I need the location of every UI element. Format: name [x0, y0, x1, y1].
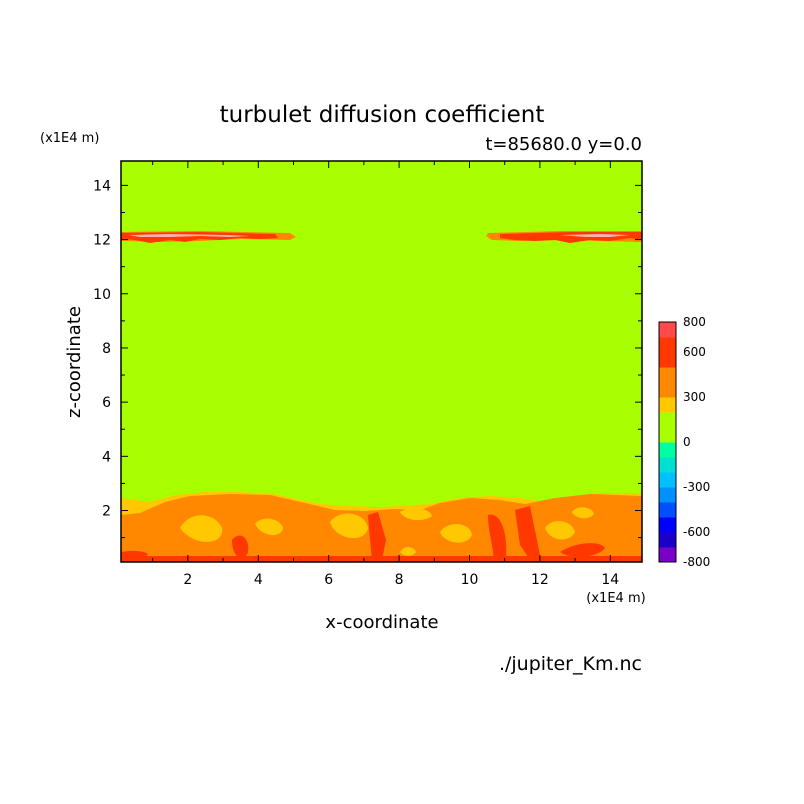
colorbar-swatch [659, 322, 676, 338]
contour-lower-yellow-patch [400, 508, 432, 521]
colorbar-tick-label: 600 [683, 345, 706, 359]
x-tick-label: 12 [531, 572, 549, 588]
contour-lower-yellow-patch [255, 518, 283, 536]
x-tick-label: 8 [395, 572, 404, 588]
colorbar-swatch [659, 532, 676, 548]
colorbar-tick-label: -600 [683, 525, 710, 539]
contour-lower-yellow-patch [180, 515, 223, 542]
contour-lower-red-streak [368, 512, 386, 560]
colorbar-tick-label: 0 [683, 435, 691, 449]
colorbar-swatch [659, 517, 676, 533]
colorbar-swatch [659, 352, 676, 368]
colorbar-swatch [659, 427, 676, 443]
contour-lower-yellow-patch [400, 547, 416, 556]
contour-lower-red-streak [232, 535, 249, 558]
y-tick-label: 14 [93, 178, 111, 194]
x-tick-label: 14 [601, 572, 619, 588]
y-tick-label: 2 [102, 504, 111, 520]
y-tick-label: 6 [102, 395, 111, 411]
source-file-label: ./jupiter_Km.nc [499, 653, 642, 675]
contour-upper-left-pink [128, 234, 250, 237]
chart-title: turbulet diffusion coefficient [220, 102, 545, 128]
colorbar-swatch [659, 457, 676, 473]
contour-lower-red-streak [515, 506, 540, 560]
colorbar-tick-label: -800 [683, 555, 710, 569]
colorbar: 800 600 300 0 -300 -600 -800 [658, 315, 710, 569]
colorbar-tick-label: 800 [683, 315, 706, 329]
colorbar-tick-label: -300 [683, 480, 710, 494]
colorbar-swatch [659, 502, 676, 518]
x-tick-label: 6 [324, 572, 333, 588]
chart-subtitle: t=85680.0 y=0.0 [485, 134, 642, 155]
colorbar-swatch [659, 412, 676, 428]
colorbar-swatch [659, 472, 676, 488]
colorbar-swatch [659, 337, 676, 353]
contour-lower-red-base [121, 556, 642, 562]
contour-lower-red-streak [560, 543, 605, 557]
x-axis-label: x-coordinate [325, 612, 438, 633]
x-tick-label: 10 [461, 572, 479, 588]
contour-lower-yellow-patch [572, 507, 594, 519]
contour-lower-yellow-patch [545, 521, 575, 540]
x-tick-label: 2 [183, 572, 192, 588]
colorbar-swatch [659, 442, 676, 458]
contour-lower-yellow-patch [440, 524, 472, 543]
contour-lower-red-streak [488, 514, 507, 560]
y-tick-label: 4 [102, 449, 111, 465]
colorbar-swatch [659, 547, 676, 563]
contour-field [121, 161, 642, 562]
colorbar-swatch [659, 382, 676, 398]
colorbar-tick-label: 300 [683, 390, 706, 404]
z-unit-label: (x1E4 m) [40, 131, 99, 146]
colorbar-frame [658, 321, 677, 563]
plot-frame [120, 160, 643, 563]
y-tick-label: 8 [102, 341, 111, 357]
colorbar-swatch [659, 367, 676, 383]
y-axis: 2 4 6 8 10 12 14 [93, 178, 642, 539]
contour-upper-right-pink [560, 234, 630, 237]
x-axis: 2 4 6 8 10 12 14 [152, 161, 619, 588]
x-tick-label: 4 [254, 572, 263, 588]
x-unit-label: (x1E4 m) [586, 591, 645, 606]
contour-lower-yellow-patch [330, 513, 368, 539]
y-tick-label: 12 [93, 233, 111, 249]
y-tick-label: 10 [93, 287, 111, 303]
colorbar-swatch [659, 397, 676, 413]
y-axis-label: z-coordinate [64, 306, 85, 418]
colorbar-swatch [659, 487, 676, 503]
